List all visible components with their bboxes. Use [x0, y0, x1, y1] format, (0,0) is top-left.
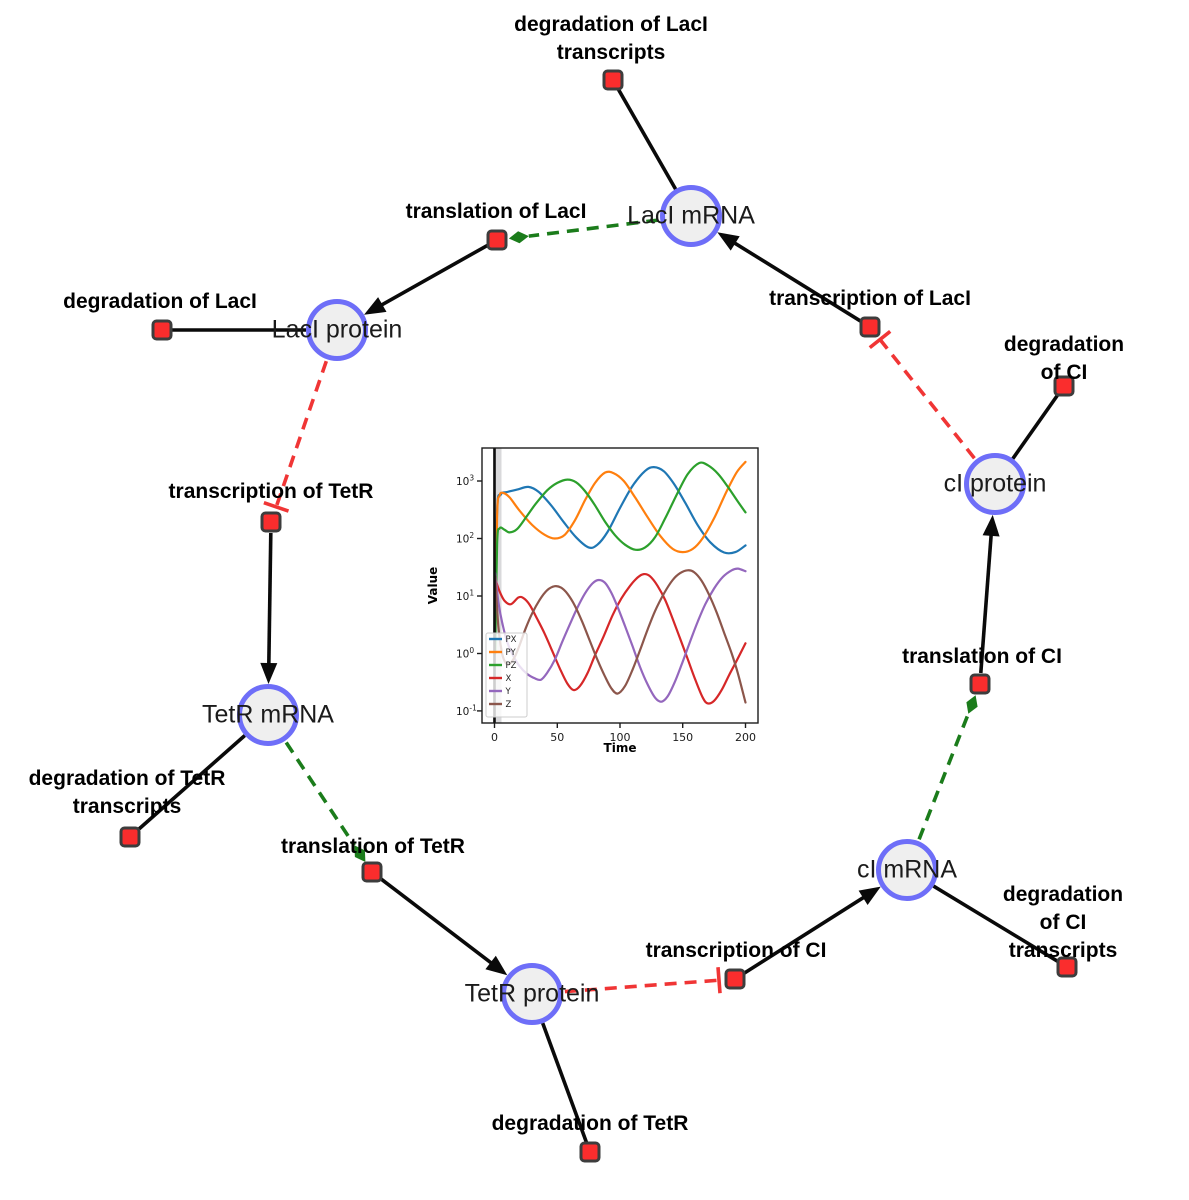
reaction-node-degradation-of-tetr — [579, 1141, 601, 1163]
reaction-label-degradation-of-laci-transcripts: degradation of LacI transcripts — [514, 13, 708, 64]
species-node-tetr-protein — [501, 963, 563, 1025]
edge-inhibition-tetr-protein-to-transcription-of-ci — [564, 967, 722, 994]
edge-production-translation-of-laci-to-laci-protein — [364, 243, 489, 315]
edge-consumption-tetr-protein-to-degradation-of-tetr — [541, 1022, 589, 1145]
reaction-node-degradation-of-laci-transcripts — [602, 69, 624, 91]
x-tick-label: 200 — [735, 731, 756, 744]
edge-consumption-ci-protein-to-degradation-of-ci — [1011, 392, 1061, 460]
reaction-label-degradation-of-tetr: degradation of TetR — [491, 1112, 689, 1135]
edge-production-translation-of-tetr-to-tetr-protein — [379, 877, 508, 976]
svg-text:PY: PY — [506, 648, 517, 658]
y-tick-label: 10-1 — [456, 703, 477, 718]
reaction-label-translation-of-tetr: translation of TetR — [281, 835, 465, 858]
edge-modifier-tetr-mrna-to-translation-of-tetr — [284, 741, 366, 862]
y-tick-label: 102 — [456, 531, 474, 546]
species-label-ci-mrna: cI mRNA — [857, 855, 957, 884]
reaction-label-degradation-of-laci: degradation of LacI — [63, 290, 257, 313]
edge-production-transcription-of-tetr-to-tetr-mrna — [260, 532, 278, 684]
reaction-node-degradation-of-ci — [1053, 375, 1075, 397]
edge-consumption-tetr-mrna-to-degradation-of-tetr-transcripts — [135, 734, 246, 833]
reaction-node-transcription-of-laci — [859, 316, 881, 338]
legend-entry-z: Z — [489, 700, 512, 710]
edge-production-translation-of-ci-to-ci-protein — [979, 514, 1000, 674]
reaction-node-transcription-of-tetr — [260, 511, 282, 533]
x-tick-label: 50 — [550, 731, 564, 744]
reaction-node-translation-of-tetr — [361, 861, 383, 883]
edge-inhibition-laci-protein-to-transcription-of-tetr — [263, 360, 329, 513]
y-axis-label: Value — [426, 567, 440, 605]
reaction-label-translation-of-laci: translation of LacI — [405, 200, 587, 223]
reaction-node-translation-of-ci — [969, 673, 991, 695]
species-node-ci-protein — [964, 453, 1026, 515]
reaction-label-transcription-of-tetr: transcription of TetR — [168, 480, 374, 503]
reaction-label-transcription-of-laci: transcription of LacI — [769, 287, 971, 310]
edge-modifier-laci-mrna-to-translation-of-laci — [508, 218, 659, 244]
svg-text:X: X — [506, 674, 512, 684]
svg-text:PX: PX — [506, 635, 517, 645]
species-label-laci-protein: LacI protein — [271, 315, 403, 344]
reaction-node-degradation-of-laci — [151, 319, 173, 341]
series-line-Y — [494, 567, 747, 703]
species-label-ci-protein: cI protein — [943, 469, 1047, 498]
reaction-node-degradation-of-ci-transcripts — [1056, 956, 1078, 978]
edge-consumption-laci-mrna-to-degradation-of-laci-transcripts — [615, 86, 678, 190]
species-node-ci-mrna — [876, 839, 938, 901]
reaction-label-degradation-of-ci: degradation of CI — [1003, 333, 1125, 384]
species-label-tetr-protein: TetR protein — [464, 979, 600, 1008]
legend-entry-x: X — [489, 674, 512, 684]
reaction-label-degradation-of-tetr-transcripts: degradation of TetR transcripts — [28, 767, 226, 818]
series-line-PY — [494, 460, 747, 645]
reaction-node-translation-of-laci — [486, 229, 508, 251]
plot-legend: PX PY PZ XYZ — [485, 632, 528, 718]
species-node-tetr-mrna — [237, 684, 299, 746]
species-label-laci-mrna: LacI mRNA — [627, 201, 755, 230]
legend-entry-px: PX — [489, 635, 517, 645]
edge-inhibition-ci-protein-to-transcription-of-laci — [868, 329, 976, 460]
x-tick-label: 150 — [672, 731, 693, 744]
svg-text:Z: Z — [506, 700, 512, 710]
y-tick-label: 101 — [456, 589, 474, 604]
x-tick-label: 100 — [610, 731, 631, 744]
reaction-node-degradation-of-tetr-transcripts — [119, 826, 141, 848]
x-axis-label: Time — [604, 741, 637, 755]
reaction-node-transcription-of-ci — [724, 968, 746, 990]
species-node-laci-mrna — [660, 185, 722, 247]
edge-modifier-ci-mrna-to-translation-of-ci — [917, 695, 978, 840]
x-tick-label: 0 — [491, 731, 498, 744]
edge-production-transcription-of-laci-to-laci-mrna — [717, 232, 862, 323]
y-tick-label: 103 — [456, 474, 474, 489]
series-line-PX — [494, 465, 747, 638]
svg-text:PZ: PZ — [506, 661, 517, 671]
series-line-PZ — [494, 461, 747, 655]
edge-production-transcription-of-ci-to-ci-mrna — [743, 886, 881, 975]
legend-entry-py: PY — [489, 648, 516, 658]
svg-text:Y: Y — [505, 687, 512, 697]
series-line-Z — [494, 569, 747, 704]
reaction-label-translation-of-ci: translation of CI — [902, 645, 1062, 668]
reaction-label-transcription-of-ci: transcription of CI — [645, 939, 827, 962]
reaction-label-degradation-of-ci-transcripts: degradation of CI transcripts — [1002, 883, 1124, 962]
species-label-tetr-mrna: TetR mRNA — [202, 700, 334, 729]
edge-consumption-ci-mrna-to-degradation-of-ci-transcripts — [932, 884, 1061, 964]
y-tick-label: 100 — [456, 646, 474, 661]
legend-entry-pz: PZ — [489, 661, 517, 671]
species-node-laci-protein — [306, 299, 368, 361]
legend-entry-y: Y — [489, 687, 512, 697]
